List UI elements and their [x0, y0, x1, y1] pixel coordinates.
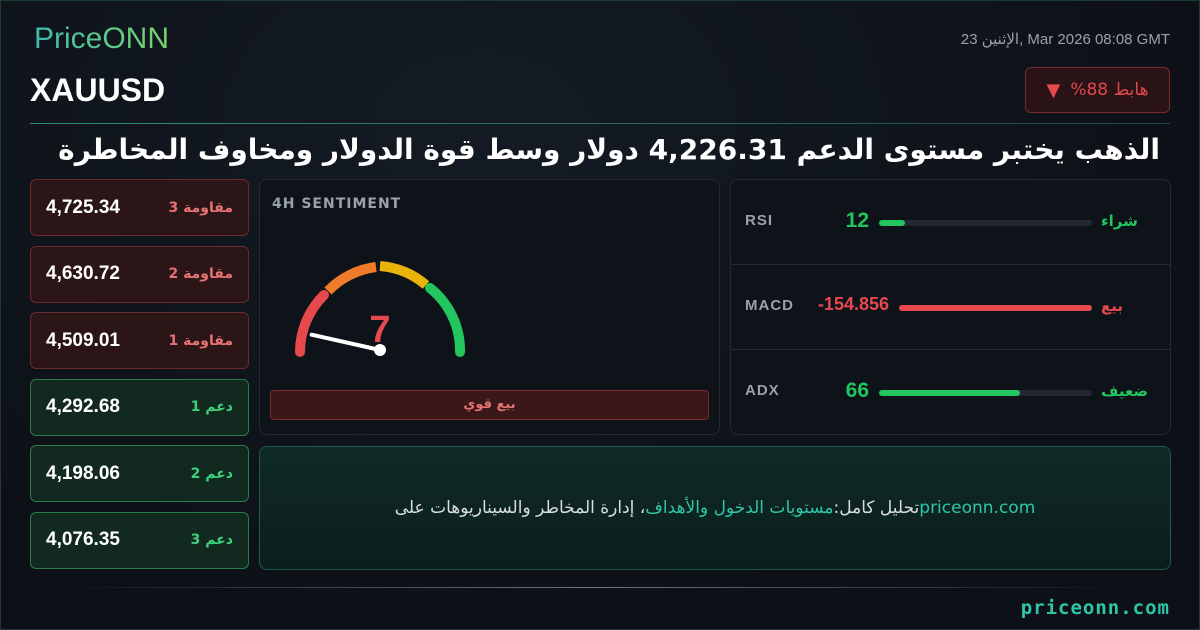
level-support: 4,198.06 دعم 2 — [30, 445, 249, 502]
indicator-bar — [879, 220, 1092, 226]
level-label: دعم 3 — [190, 532, 233, 548]
gauge-segment-red — [295, 290, 329, 357]
indicator-row-rsi: RSI 12 شراء — [731, 180, 1170, 265]
indicator-bar — [879, 390, 1092, 396]
indicator-signal: شراء — [1101, 212, 1138, 230]
symbol: XAUUSD — [30, 72, 166, 108]
cta-highlight: مستويات الدخول والأهداف — [645, 498, 834, 518]
level-support: 4,076.35 دعم 3 — [30, 511, 249, 569]
indicator-bar-fill — [879, 220, 905, 226]
gauge-value: 7 — [369, 309, 390, 351]
divider — [30, 123, 1170, 124]
footer-divider — [55, 587, 1130, 588]
indicator-value: 12 — [845, 209, 869, 232]
datetime: 23 الإثنين, Mar 2026 08:08 GMT — [960, 31, 1170, 48]
sentiment-panel: 4H SENTIMENT 7 بيع قوي — [259, 179, 720, 435]
indicator-signal: بيع — [1101, 297, 1124, 315]
indicator-signal: ضعيف — [1101, 382, 1148, 400]
trend-label: %هابط 88 — [1070, 80, 1149, 100]
cta-prefix: تحليل كامل: — [833, 498, 920, 518]
gauge-segment-orange — [324, 262, 377, 295]
cta-site[interactable]: priceonn.com — [919, 498, 1036, 518]
indicator-value: 66 — [845, 379, 869, 402]
headline: الذهب يختبر مستوى الدعم 4,226.31 دولار و… — [58, 133, 1160, 166]
triangle-down-icon: ▼ — [1046, 79, 1061, 101]
level-value: 4,630.72 — [46, 263, 120, 284]
indicators-panel: RSI 12 شراء MACD -154.856 بيع ADX 66 ضعيف — [730, 179, 1171, 435]
indicator-bar — [899, 305, 1092, 311]
indicator-bar-fill — [879, 390, 1020, 396]
level-support: 4,292.68 دعم 1 — [30, 378, 249, 436]
cta-suffix: ، إدارة المخاطر والسيناريوهات على — [394, 498, 646, 518]
sentiment-title: 4H SENTIMENT — [272, 196, 402, 212]
gauge-segment-green — [425, 283, 466, 357]
level-value: 4,198.06 — [46, 462, 120, 484]
level-label: دعم 1 — [190, 399, 233, 415]
sentiment-label: بيع قوي — [270, 390, 709, 420]
sentiment-gauge: 7 — [295, 261, 466, 357]
indicator-row-adx: ADX 66 ضعيف — [731, 350, 1170, 435]
level-label: مقاومة 2 — [168, 266, 234, 282]
level-value: 4,076.35 — [46, 529, 120, 550]
indicator-value: -154.856 — [817, 294, 889, 314]
footer-url[interactable]: priceonn.com — [1020, 597, 1170, 619]
level-resistance: 4,509.01 مقاومة 1 — [30, 312, 249, 369]
level-resistance: 4,630.72 مقاومة 2 — [30, 245, 249, 303]
gauge-segment-yellow — [379, 261, 430, 289]
indicator-name: MACD — [745, 297, 794, 314]
indicator-bar-fill — [899, 305, 1092, 311]
cta-banner[interactable]: priceonn.com تحليل كامل: مستويات الدخول … — [259, 446, 1171, 570]
indicator-name: ADX — [745, 382, 780, 399]
level-label: مقاومة 3 — [168, 199, 234, 216]
gauge-needle — [309, 332, 382, 352]
level-value: 4,509.01 — [46, 329, 120, 351]
gauge-hub — [374, 344, 386, 356]
level-value: 4,292.68 — [46, 396, 120, 417]
level-resistance: 4,725.34 مقاومة 3 — [30, 179, 249, 236]
level-label: مقاومة 1 — [168, 332, 234, 349]
logo: PriceONN — [34, 22, 170, 55]
trend-badge: ▼ %هابط 88 — [1025, 67, 1170, 113]
indicator-name: RSI — [745, 212, 774, 229]
level-value: 4,725.34 — [46, 196, 120, 218]
indicator-row-macd: MACD -154.856 بيع — [731, 265, 1170, 350]
level-label: دعم 2 — [190, 465, 233, 482]
